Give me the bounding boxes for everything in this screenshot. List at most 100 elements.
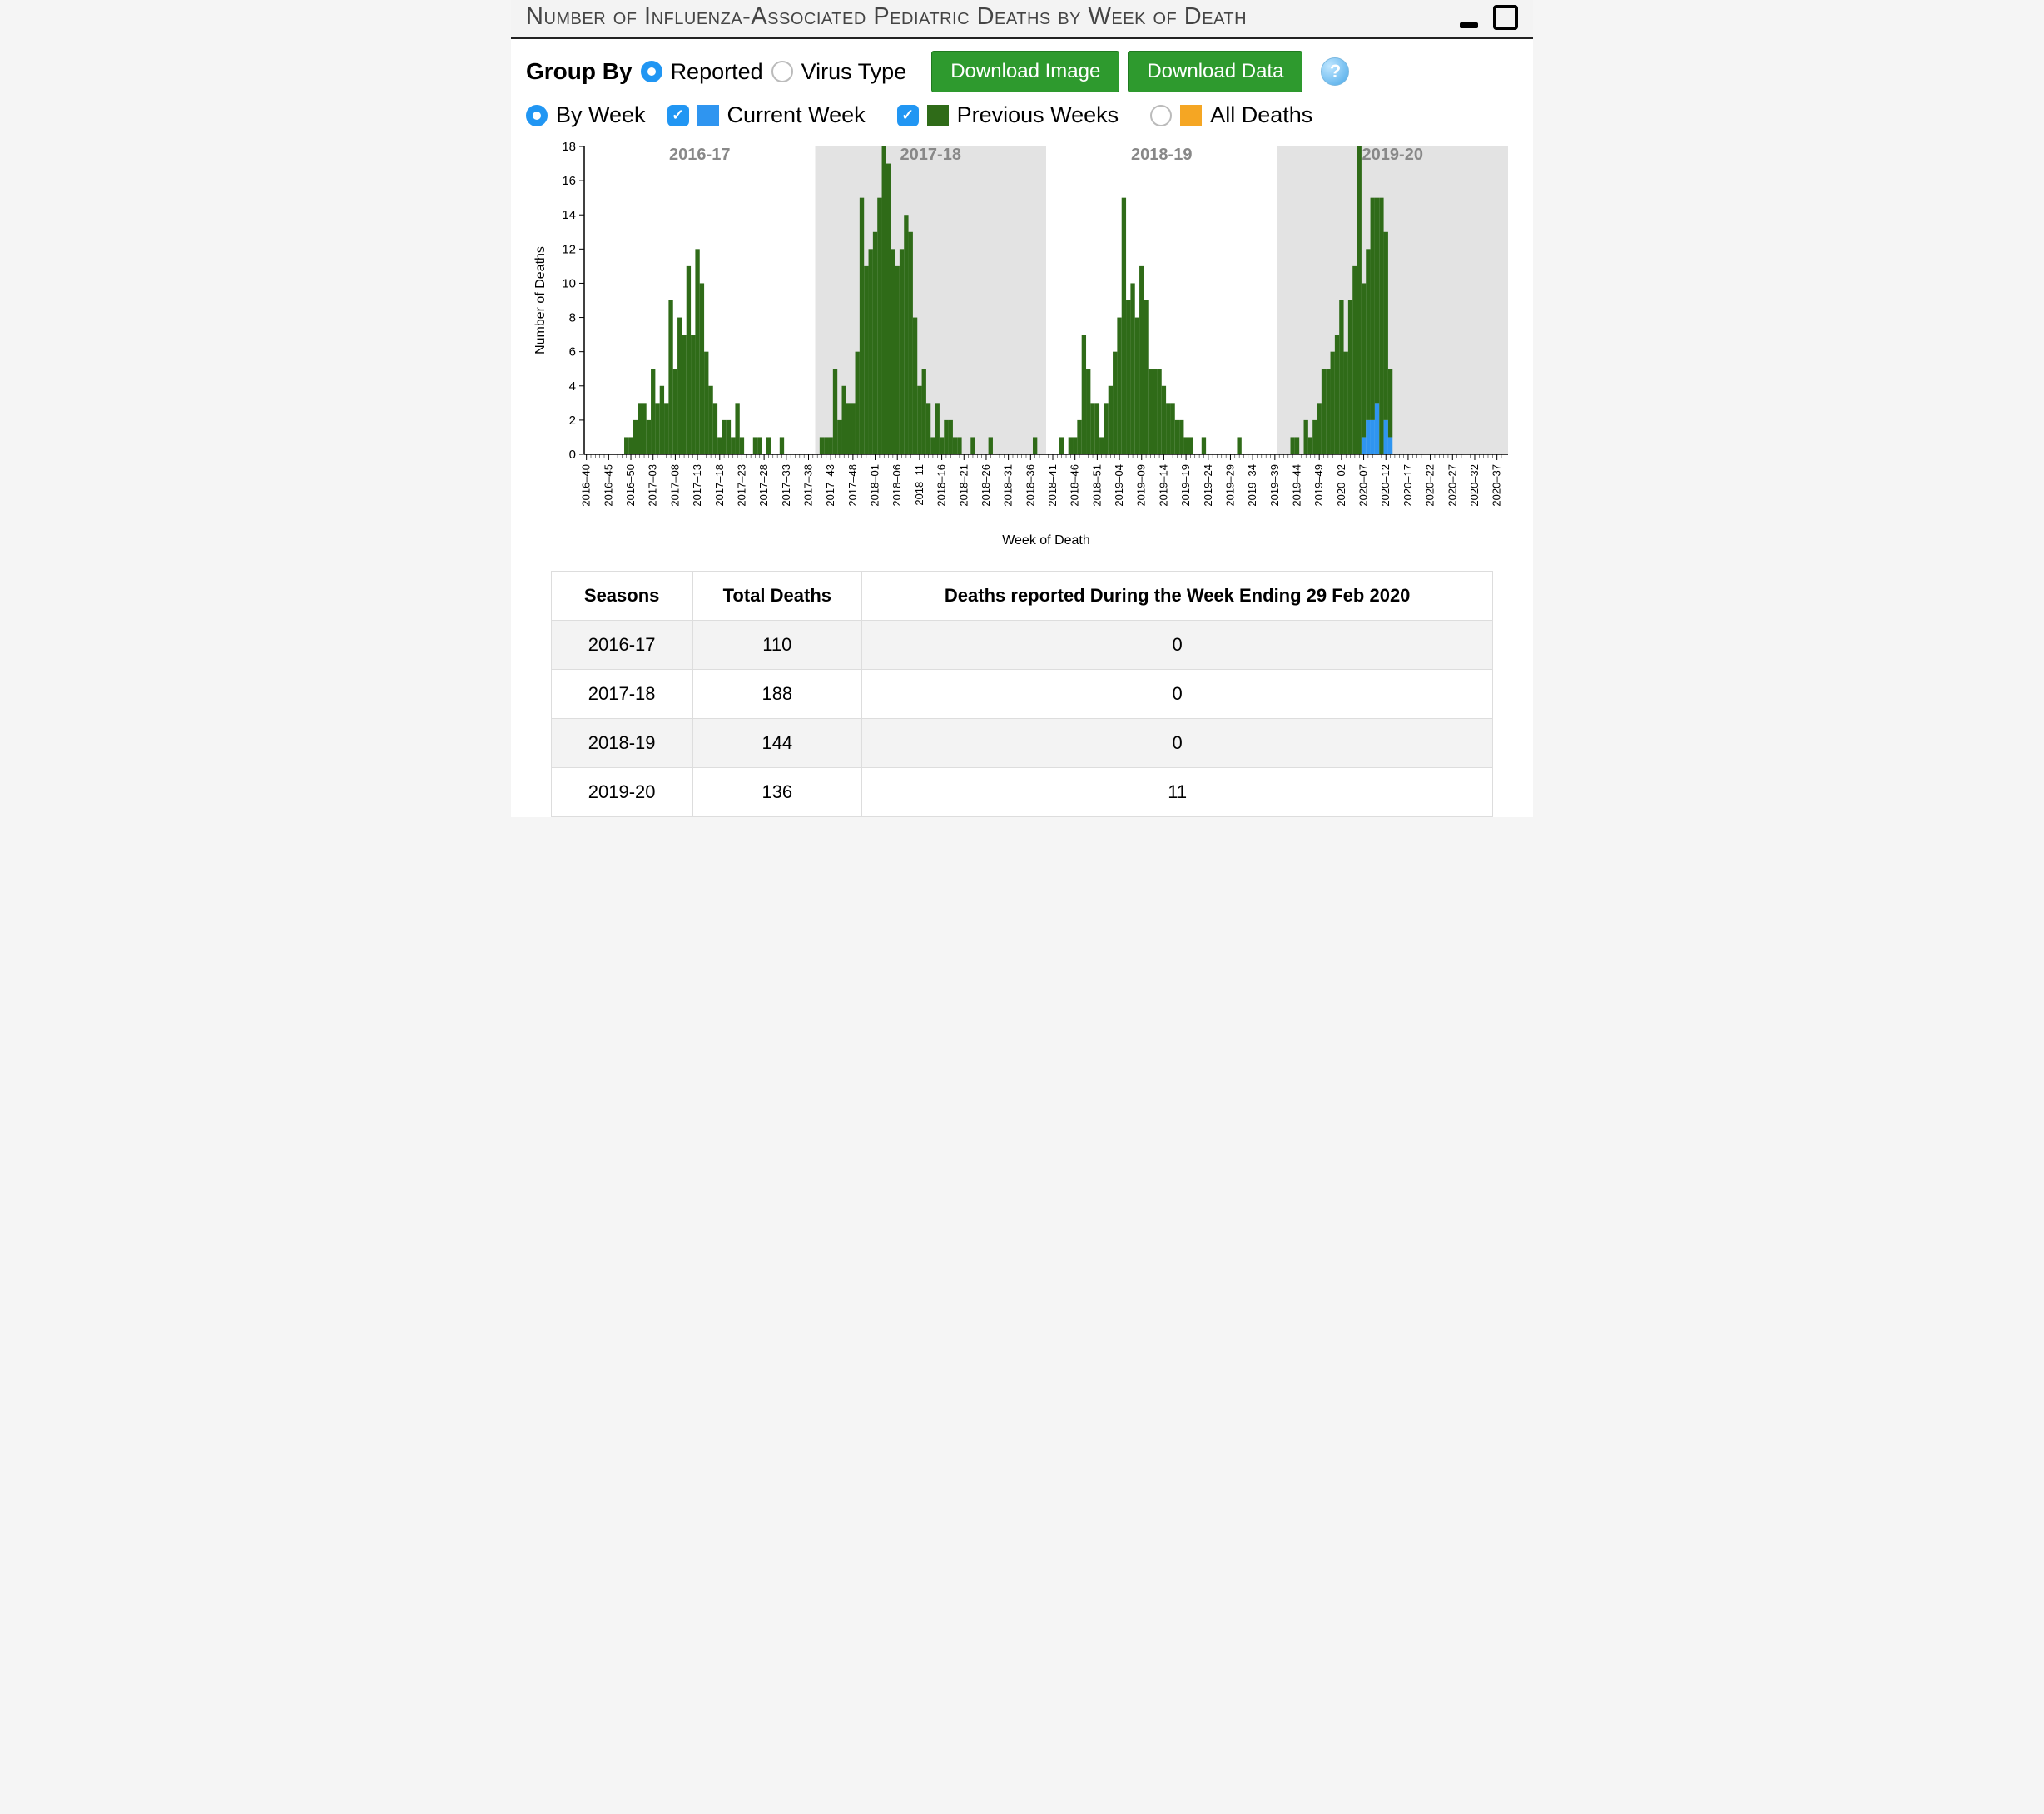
groupby-label: Group By bbox=[526, 58, 633, 85]
svg-text:2019–04: 2019–04 bbox=[1113, 464, 1125, 507]
maximize-button[interactable] bbox=[1493, 5, 1518, 30]
svg-text:0: 0 bbox=[569, 448, 576, 462]
table-cell: 188 bbox=[692, 670, 862, 719]
svg-text:2020–07: 2020–07 bbox=[1357, 464, 1370, 507]
svg-text:2016–40: 2016–40 bbox=[580, 464, 593, 507]
svg-text:2018–11: 2018–11 bbox=[913, 464, 925, 506]
table-cell: 0 bbox=[862, 621, 1493, 670]
download-data-button[interactable]: Download Data bbox=[1128, 51, 1302, 92]
current-week-label: Current Week bbox=[727, 102, 866, 128]
svg-text:2016–45: 2016–45 bbox=[602, 464, 614, 507]
svg-text:2018–46: 2018–46 bbox=[1069, 464, 1081, 507]
svg-text:6: 6 bbox=[569, 345, 576, 359]
svg-text:2: 2 bbox=[569, 414, 576, 428]
by-week-radio[interactable] bbox=[526, 105, 548, 126]
svg-text:2017–03: 2017–03 bbox=[647, 464, 659, 507]
svg-text:18: 18 bbox=[562, 140, 576, 154]
table-col-header: Deaths reported During the Week Ending 2… bbox=[862, 572, 1493, 621]
svg-text:2017–13: 2017–13 bbox=[691, 464, 703, 507]
current-week-swatch bbox=[697, 105, 719, 126]
svg-text:2018–01: 2018–01 bbox=[869, 464, 881, 507]
svg-text:2020–12: 2020–12 bbox=[1379, 464, 1392, 507]
svg-text:2017–28: 2017–28 bbox=[757, 464, 770, 507]
svg-text:2019–24: 2019–24 bbox=[1202, 464, 1214, 507]
svg-text:2018–16: 2018–16 bbox=[935, 464, 948, 507]
previous-weeks-checkbox[interactable]: ✓ bbox=[897, 105, 919, 126]
svg-text:2019–14: 2019–14 bbox=[1157, 464, 1169, 507]
table-col-header: Seasons bbox=[551, 572, 692, 621]
svg-text:2017–43: 2017–43 bbox=[824, 464, 836, 507]
window-title: Number of Influenza-Associated Pediatric… bbox=[526, 3, 1456, 31]
svg-text:4: 4 bbox=[569, 379, 576, 394]
svg-text:2018–21: 2018–21 bbox=[957, 464, 970, 507]
all-deaths-label: All Deaths bbox=[1210, 102, 1312, 128]
svg-text:2020–17: 2020–17 bbox=[1402, 464, 1414, 507]
svg-text:2018–31: 2018–31 bbox=[1002, 464, 1015, 507]
svg-text:2016-17: 2016-17 bbox=[669, 146, 730, 164]
previous-weeks-label: Previous Weeks bbox=[957, 102, 1119, 128]
svg-text:2017–48: 2017–48 bbox=[846, 464, 859, 507]
svg-text:2019–34: 2019–34 bbox=[1246, 464, 1258, 507]
table-cell: 2016-17 bbox=[551, 621, 692, 670]
deaths-chart: 2016-17 2017-18 2018-19 2019-20 0 2 4 6 8 10 12 14 1… bbox=[526, 138, 1516, 554]
help-button[interactable]: ? bbox=[1321, 57, 1349, 86]
svg-text:2019–39: 2019–39 bbox=[1268, 464, 1281, 507]
titlebar: Number of Influenza-Associated Pediatric… bbox=[511, 0, 1533, 39]
svg-text:14: 14 bbox=[562, 208, 576, 222]
svg-text:2018-19: 2018-19 bbox=[1131, 146, 1192, 164]
svg-text:2020–22: 2020–22 bbox=[1424, 464, 1436, 507]
all-deaths-swatch bbox=[1180, 105, 1202, 126]
minimize-button[interactable] bbox=[1456, 5, 1481, 30]
table-cell: 0 bbox=[862, 670, 1493, 719]
by-week-label: By Week bbox=[556, 102, 646, 128]
reported-radio[interactable] bbox=[641, 61, 662, 82]
table-row: 2017-181880 bbox=[551, 670, 1492, 719]
svg-text:2020–27: 2020–27 bbox=[1446, 464, 1458, 507]
svg-text:2020–32: 2020–32 bbox=[1468, 464, 1481, 507]
table-header-row: SeasonsTotal DeathsDeaths reported Durin… bbox=[551, 572, 1492, 621]
svg-text:Week of Death: Week of Death bbox=[1002, 533, 1090, 548]
all-deaths-radio[interactable] bbox=[1150, 105, 1172, 126]
table-col-header: Total Deaths bbox=[692, 572, 862, 621]
svg-text:2017–38: 2017–38 bbox=[801, 464, 814, 507]
app-window: Number of Influenza-Associated Pediatric… bbox=[511, 0, 1533, 817]
table-cell: 2019-20 bbox=[551, 768, 692, 817]
svg-text:10: 10 bbox=[562, 276, 576, 290]
current-week-checkbox[interactable]: ✓ bbox=[667, 105, 689, 126]
table-cell: 136 bbox=[692, 768, 862, 817]
table-row: 2018-191440 bbox=[551, 719, 1492, 768]
svg-text:16: 16 bbox=[562, 174, 576, 188]
filter-row: By Week ✓ Current Week ✓ Previous Weeks … bbox=[526, 102, 1518, 128]
svg-text:2018–36: 2018–36 bbox=[1024, 464, 1036, 507]
table-cell: 144 bbox=[692, 719, 862, 768]
svg-text:2017-18: 2017-18 bbox=[900, 146, 961, 164]
table-head: SeasonsTotal DeathsDeaths reported Durin… bbox=[551, 572, 1492, 621]
reported-label: Reported bbox=[671, 59, 763, 85]
summary-table: SeasonsTotal DeathsDeaths reported Durin… bbox=[551, 571, 1493, 817]
previous-weeks-swatch bbox=[927, 105, 949, 126]
svg-text:2018–51: 2018–51 bbox=[1090, 464, 1103, 507]
download-image-button[interactable]: Download Image bbox=[931, 51, 1119, 92]
virus-type-radio[interactable] bbox=[771, 61, 793, 82]
svg-text:2018–41: 2018–41 bbox=[1046, 464, 1059, 507]
svg-text:2019-20: 2019-20 bbox=[1362, 146, 1423, 164]
svg-text:2017–18: 2017–18 bbox=[713, 464, 726, 507]
table-row: 2016-171100 bbox=[551, 621, 1492, 670]
svg-text:2017–08: 2017–08 bbox=[668, 464, 681, 507]
svg-text:2019–09: 2019–09 bbox=[1135, 464, 1148, 507]
main-panel: Group By Reported Virus Type Download Im… bbox=[511, 39, 1533, 817]
virus-type-label: Virus Type bbox=[801, 59, 907, 85]
table-cell: 11 bbox=[862, 768, 1493, 817]
svg-text:8: 8 bbox=[569, 311, 576, 325]
svg-text:12: 12 bbox=[562, 242, 576, 256]
svg-text:2019–44: 2019–44 bbox=[1291, 464, 1303, 507]
svg-text:2018–06: 2018–06 bbox=[891, 464, 903, 507]
groupby-row: Group By Reported Virus Type Download Im… bbox=[526, 51, 1518, 92]
table-cell: 0 bbox=[862, 719, 1493, 768]
table-body: 2016-1711002017-1818802018-1914402019-20… bbox=[551, 621, 1492, 817]
svg-text:2017–23: 2017–23 bbox=[735, 464, 747, 507]
chart-container: 2016-17 2017-18 2018-19 2019-20 0 2 4 6 8 10 12 14 1… bbox=[526, 138, 1518, 554]
svg-text:2019–19: 2019–19 bbox=[1179, 464, 1192, 507]
table-cell: 2017-18 bbox=[551, 670, 692, 719]
svg-text:Number of Deaths: Number of Deaths bbox=[533, 246, 548, 354]
